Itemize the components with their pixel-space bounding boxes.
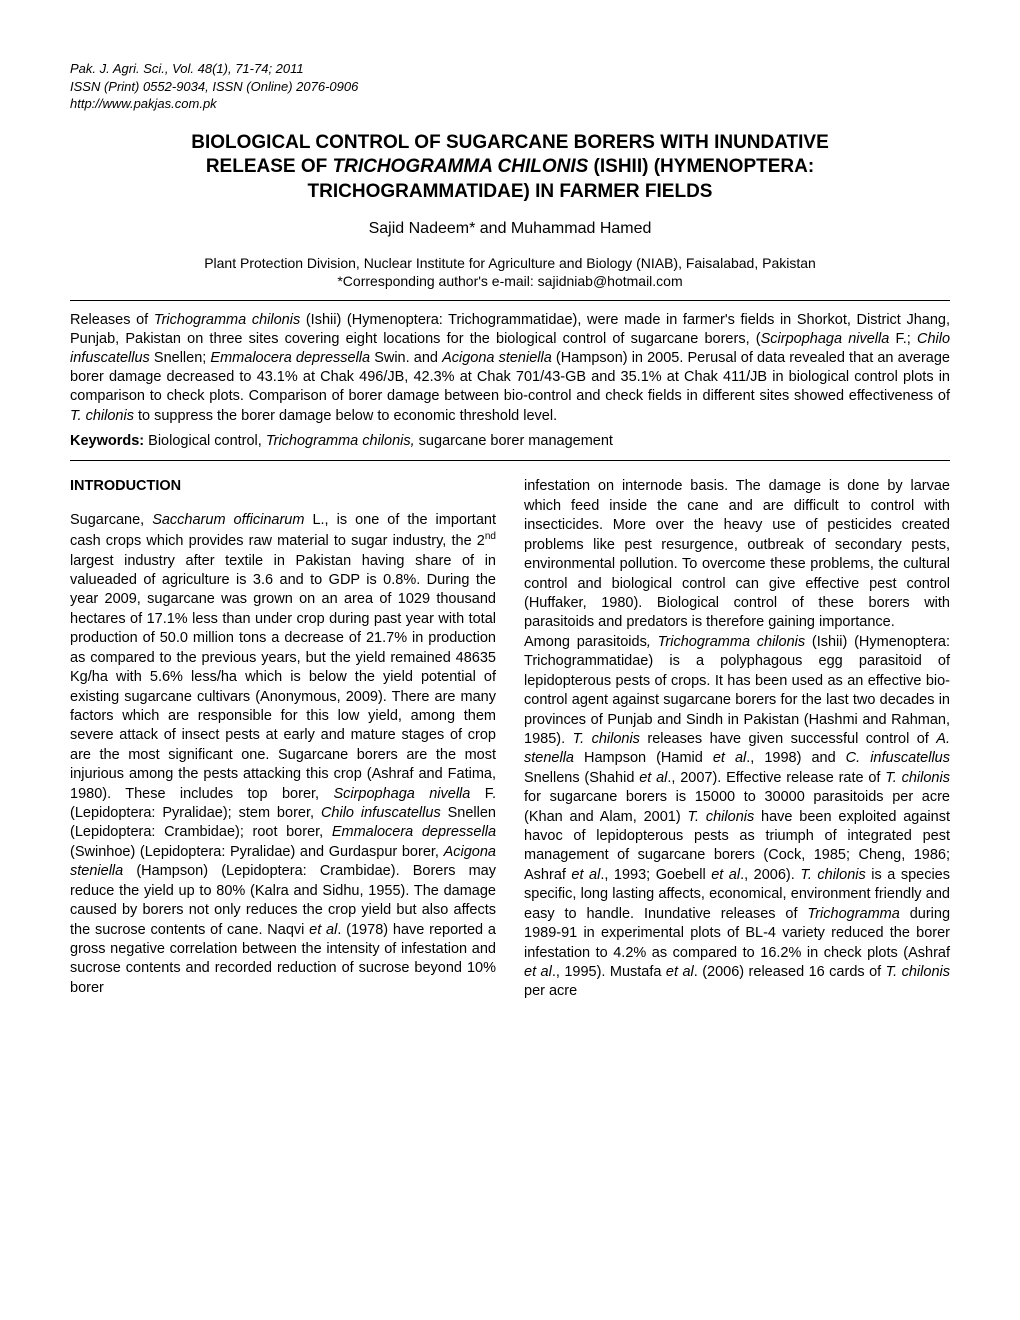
- journal-header: Pak. J. Agri. Sci., Vol. 48(1), 71-74; 2…: [70, 60, 950, 113]
- abstract-text: to suppress the borer damage below to ec…: [134, 408, 557, 424]
- species-name: T. chilonis: [573, 731, 640, 747]
- abstract: Releases of Trichogramma chilonis (Ishii…: [70, 311, 950, 426]
- keywords-label: Keywords:: [70, 433, 144, 449]
- abstract-text: Snellen;: [150, 350, 211, 366]
- species-name: Emmalocera depressella: [332, 824, 496, 840]
- species-name: , Trichogramma chilonis: [647, 634, 805, 650]
- citation-etal: et al: [711, 867, 740, 883]
- affiliation-line: Plant Protection Division, Nuclear Insti…: [70, 254, 950, 272]
- abstract-text: Swin. and: [370, 350, 442, 366]
- citation-etal: et al: [666, 964, 694, 980]
- species-name: Trichogramma: [807, 906, 899, 922]
- column-right: infestation on internode basis. The dama…: [524, 477, 950, 1001]
- title-line: RELEASE OF: [206, 156, 333, 177]
- body-text: Sugarcane,: [70, 512, 152, 528]
- body-text: per acre: [524, 983, 577, 999]
- body-text: (Swinhoe) (Lepidoptera: Pyralidae) and G…: [70, 844, 444, 860]
- species-name: Trichogramma chilonis: [154, 312, 300, 328]
- title-species: TRICHOGRAMMA CHILONIS: [333, 156, 589, 177]
- title-line: BIOLOGICAL CONTROL OF SUGARCANE BORERS W…: [191, 132, 829, 153]
- section-heading: INTRODUCTION: [70, 477, 496, 496]
- horizontal-rule: [70, 300, 950, 301]
- body-text: . (2006) released 16 cards of: [694, 964, 886, 980]
- superscript: nd: [485, 531, 496, 542]
- keywords-text: Biological control,: [144, 433, 266, 449]
- journal-line: Pak. J. Agri. Sci., Vol. 48(1), 71-74; 2…: [70, 60, 950, 78]
- abstract-text: F.;: [889, 331, 917, 347]
- species-name: T. chilonis: [800, 867, 865, 883]
- body-text: ., 2007). Effective release rate of: [667, 770, 885, 786]
- body-text: ., 1998) and: [746, 750, 845, 766]
- body-paragraph: infestation on internode basis. The dama…: [524, 477, 950, 632]
- keywords: Keywords: Biological control, Trichogram…: [70, 432, 950, 451]
- title-line: TRICHOGRAMMATIDAE) IN FARMER FIELDS: [308, 181, 713, 202]
- affiliation: Plant Protection Division, Nuclear Insti…: [70, 254, 950, 290]
- abstract-text: Releases of: [70, 312, 154, 328]
- citation-etal: et al: [639, 770, 667, 786]
- body-text: Snellens (Shahid: [524, 770, 639, 786]
- body-paragraph: Sugarcane, Saccharum officinarum L., is …: [70, 511, 496, 998]
- body-paragraph: Among parasitoids, Trichogramma chilonis…: [524, 633, 950, 1002]
- citation-etal: et al: [524, 964, 552, 980]
- title-line: (ISHII) (HYMENOPTERA:: [588, 156, 814, 177]
- journal-line: ISSN (Print) 0552-9034, ISSN (Online) 20…: [70, 78, 950, 96]
- species-name: T. chilonis: [688, 809, 755, 825]
- body-text: Hampson (Hamid: [574, 750, 713, 766]
- body-columns: INTRODUCTION Sugarcane, Saccharum offici…: [70, 477, 950, 1001]
- citation-etal: et al: [309, 922, 337, 938]
- species-name: Saccharum officinarum: [152, 512, 304, 528]
- species-name: Scirpophaga nivella: [333, 786, 470, 802]
- body-text: ., 1993; Goebell: [600, 867, 711, 883]
- paper-title: BIOLOGICAL CONTROL OF SUGARCANE BORERS W…: [70, 131, 950, 205]
- species-name: Trichogramma chilonis,: [266, 433, 415, 449]
- species-name: T. chilonis: [886, 964, 950, 980]
- body-text: ., 1995). Mustafa: [552, 964, 666, 980]
- species-name: Emmalocera depressella: [210, 350, 370, 366]
- species-name: T. chilonis: [70, 408, 134, 424]
- horizontal-rule: [70, 460, 950, 461]
- body-text: releases have given successful control o…: [640, 731, 936, 747]
- authors: Sajid Nadeem* and Muhammad Hamed: [70, 219, 950, 240]
- species-name: Scirpophaga nivella: [761, 331, 890, 347]
- body-text: Among parasitoids: [524, 634, 647, 650]
- affiliation-line: *Corresponding author's e-mail: sajidnia…: [70, 272, 950, 290]
- species-name: Chilo infuscatellus: [321, 805, 441, 821]
- citation-etal: et al: [713, 750, 746, 766]
- species-name: C. infuscatellus: [846, 750, 950, 766]
- column-left: INTRODUCTION Sugarcane, Saccharum offici…: [70, 477, 496, 1001]
- body-text: largest industry after textile in Pakist…: [70, 553, 496, 802]
- keywords-text: sugarcane borer management: [415, 433, 613, 449]
- species-name: T. chilonis: [885, 770, 950, 786]
- species-name: Acigona steniella: [442, 350, 552, 366]
- body-text: ., 2006).: [740, 867, 800, 883]
- journal-line: http://www.pakjas.com.pk: [70, 95, 950, 113]
- citation-etal: et al: [571, 867, 600, 883]
